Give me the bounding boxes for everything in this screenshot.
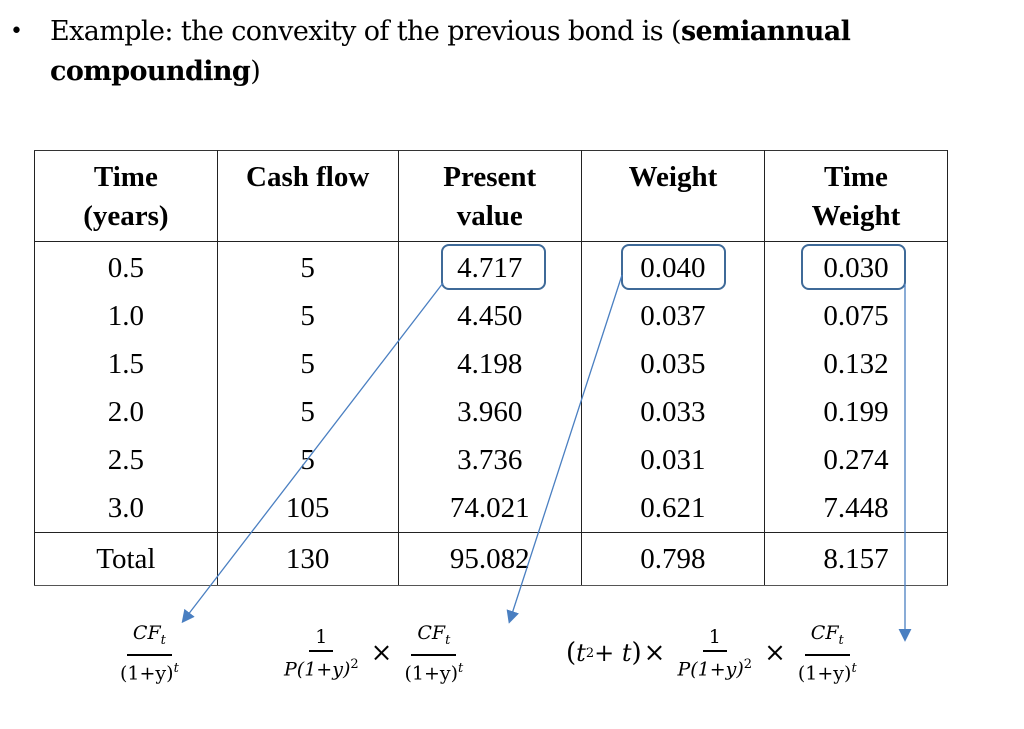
subscript: t [838,632,844,648]
highlight-box-present-value [441,244,546,290]
title-close: ) [250,56,261,87]
formula-present-value: CFt (1+y)t [110,622,189,684]
times-icon: × [370,638,393,669]
cell-time: 0.5 [34,241,218,292]
bullet-icon: • [10,19,23,44]
header-line1: Weight [628,161,718,193]
cell-weight: 0.040 [580,241,765,292]
superscript: 2 [743,656,753,672]
cell-time-weight: 0.030 [763,241,949,292]
slide-title: • Example: the convexity of the previous… [10,12,970,92]
numerator: CF [417,622,446,644]
header-row: Time (years) Cash flow Present value Weigh… [34,150,949,242]
numerator: 1 [309,626,334,652]
numerator: 1 [702,626,727,652]
cell-weight: 0.621 [580,484,765,533]
title-text: Example: the convexity of the previous b… [50,12,970,92]
table-row: 3.0 105 74.021 0.621 7.448 [34,484,949,533]
total-label: Total [34,532,218,586]
cell-time-weight: 0.199 [763,388,949,436]
cell-cash-flow: 5 [216,241,399,292]
highlight-box-time-weight [801,244,906,290]
header-time-weight: Time Weight [763,150,949,242]
header-line2: value [456,200,523,232]
cell-present-value: 4.717 [397,241,582,292]
header-line1: Cash flow [246,161,370,193]
cell-time: 1.0 [34,292,218,340]
subscript: t [445,632,451,648]
header-line2: Weight [811,200,901,232]
formula-weight: 1 P(1+y)2 × CFt (1+y)t [274,622,473,684]
cell-time-weight: 0.075 [763,292,949,340]
table-row: 0.5 5 4.717 0.040 0.030 [34,241,949,292]
cell-time-weight: 7.448 [763,484,949,533]
close-paren: ) [631,638,642,669]
fraction: CFt (1+y)t [398,622,469,684]
fraction: 1 P(1+y)2 [278,626,365,680]
superscript: t [458,660,464,676]
cell-weight: 0.035 [580,340,765,388]
cell-present-value: 4.198 [397,340,582,388]
cell-present-value: 3.736 [397,436,582,484]
cell-time-weight: 0.274 [763,436,949,484]
denominator: (1+y) [120,662,174,685]
header-cash-flow: Cash flow [216,150,399,242]
denominator: P(1+y) [677,658,744,681]
superscript: t [173,660,179,676]
header-line1: Time [824,161,888,193]
fraction: 1 P(1+y)2 [671,626,758,680]
cell-present-value: 3.960 [397,388,582,436]
cell-time: 1.5 [34,340,218,388]
denominator: (1+y) [797,662,852,685]
denominator: (1+y) [404,662,459,685]
cell-cash-flow: 105 [216,484,399,533]
table-row: 2.0 5 3.960 0.033 0.199 [34,388,949,436]
total-weight: 0.798 [580,532,765,586]
cell-time: 2.5 [34,436,218,484]
header-line1: Present [443,161,537,193]
times-icon: × [643,638,666,669]
denominator: P(1+y) [284,658,351,681]
header-weight: Weight [580,150,765,242]
open-paren: ( [566,638,577,669]
title-bold: semiannual compounding [50,16,851,87]
cell-time-weight: 0.132 [763,340,949,388]
fraction: CFt (1+y)t [114,622,185,684]
total-present-value: 95.082 [397,532,582,586]
table-row: 1.5 5 4.198 0.035 0.132 [34,340,949,388]
subscript: t [160,632,166,648]
header-time: Time (years) [34,150,218,242]
title-plain: Example: the convexity of the previous b… [50,16,682,47]
total-time-weight: 8.157 [763,532,949,586]
cell-present-value: 4.450 [397,292,582,340]
variable-t: t [576,639,586,668]
superscript: t [851,660,857,676]
header-line1: Time [93,161,158,193]
superscript: 2 [350,656,359,672]
plus-t: + t [594,639,632,668]
cell-weight: 0.037 [580,292,765,340]
table-row: 1.0 5 4.450 0.037 0.075 [34,292,949,340]
cell-weight: 0.033 [580,388,765,436]
arrow-present-value [181,282,444,624]
cell-weight: 0.031 [580,436,765,484]
total-cash-flow: 130 [216,532,399,586]
highlight-box-weight [621,244,726,290]
cell-cash-flow: 5 [216,388,399,436]
numerator: CF [132,622,161,644]
header-line2: (years) [83,200,169,232]
table-row: 2.5 5 3.736 0.031 0.274 [34,436,949,484]
superscript: 2 [585,645,595,661]
cell-time: 2.0 [34,388,218,436]
header-present-value: Present value [397,150,582,242]
numerator: CF [810,622,839,644]
arrow-weight [506,274,623,624]
fraction: CFt (1+y)t [792,622,863,684]
cell-cash-flow: 5 [216,292,399,340]
total-row: Total 130 95.082 0.798 8.157 [34,532,949,586]
times-icon: × [764,638,786,669]
convexity-table: Time (years) Cash flow Present value Weigh… [34,150,949,586]
